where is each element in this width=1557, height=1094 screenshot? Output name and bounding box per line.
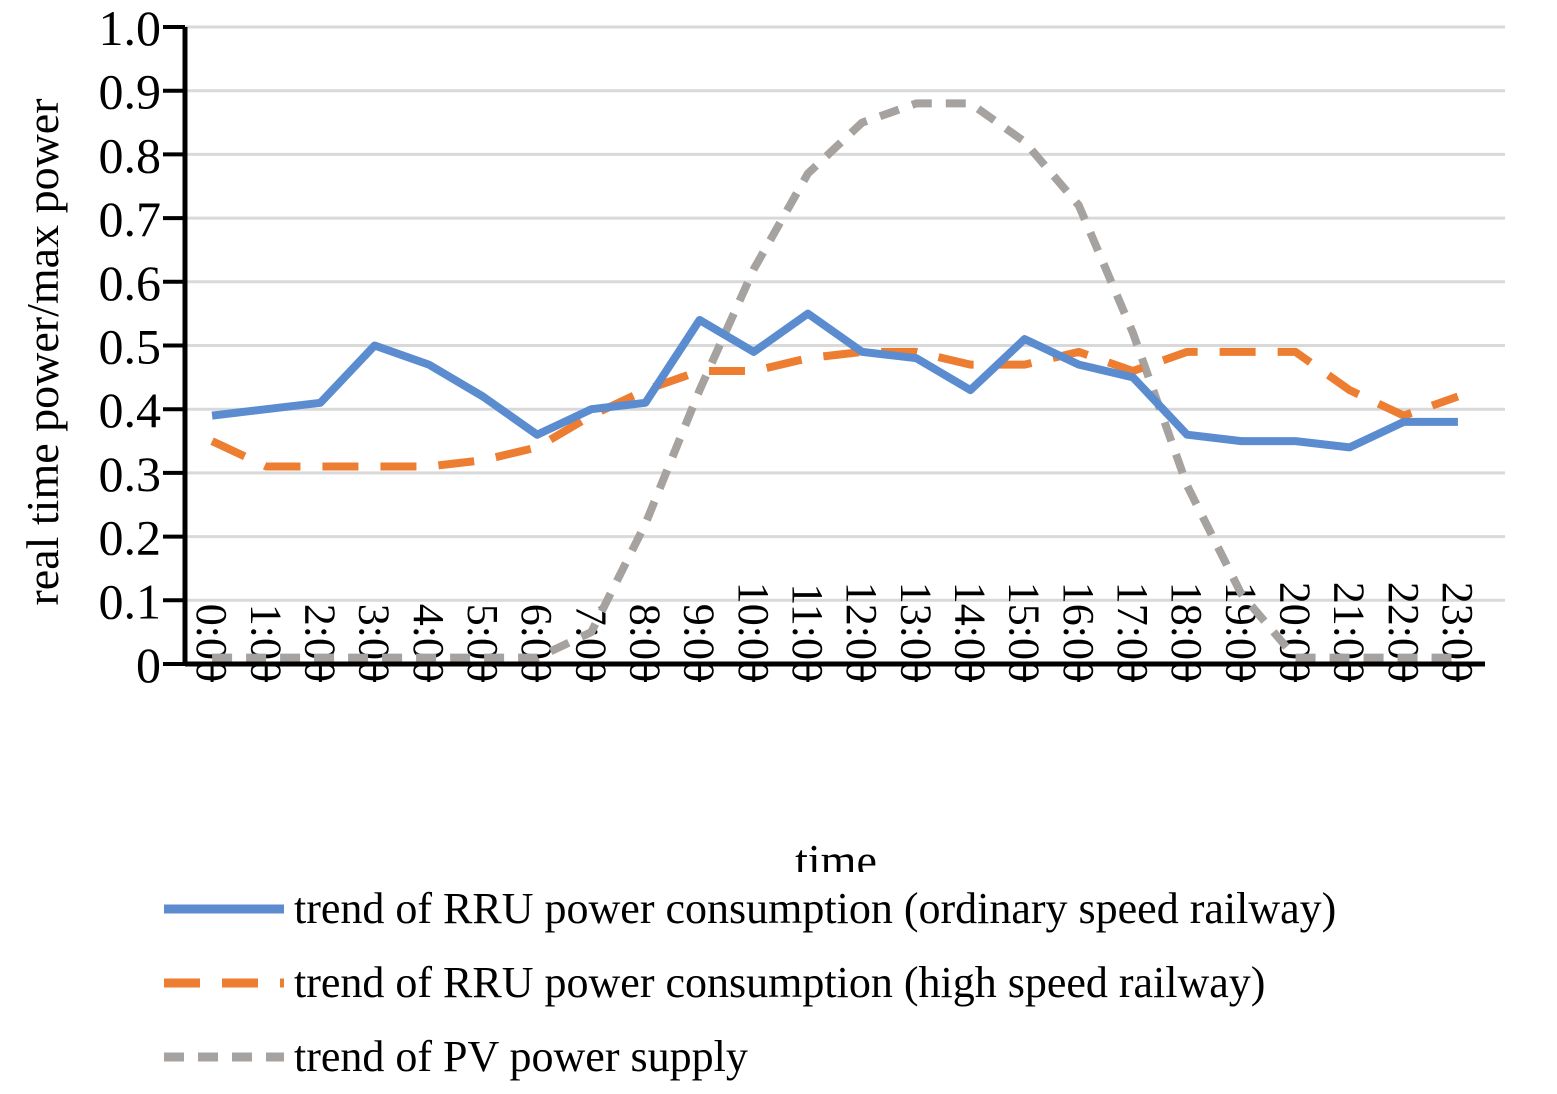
legend-item: trend of RRU power consumption (ordinary… (160, 872, 1336, 946)
legend-item: trend of RRU power consumption (high spe… (160, 946, 1336, 1020)
x-tick-label: 17:00 (1108, 582, 1157, 682)
data-series (210, 99, 1460, 662)
x-tick-label: 4:00 (404, 604, 453, 682)
x-tick-label: 13:00 (891, 582, 940, 682)
y-tick-label: 0.2 (99, 510, 162, 566)
y-tick-label: 0.5 (99, 319, 162, 375)
x-tick-label: 3:00 (350, 604, 399, 682)
x-tick-label: 16:00 (1054, 582, 1103, 682)
y-tick-label: 0.4 (99, 382, 162, 438)
gridlines (185, 25, 1505, 602)
legend-label: trend of RRU power consumption (ordinary… (294, 884, 1337, 933)
series-line-3 (212, 99, 1458, 662)
x-tick-label: 15:00 (1000, 582, 1049, 682)
x-tick-label: 19:00 (1216, 582, 1265, 682)
y-axis-title: real time power/max power (17, 98, 68, 605)
y-tick-label: 0.3 (99, 446, 162, 502)
x-tick-label: 7:00 (566, 604, 615, 682)
x-tick-label: 23:00 (1433, 582, 1482, 682)
y-tick-label: 0.6 (99, 255, 162, 311)
legend-label: trend of RRU power consumption (high spe… (294, 958, 1266, 1007)
legend-swatch (164, 978, 284, 988)
y-tick-label: 1.0 (99, 0, 162, 56)
x-tick-label: 9:00 (675, 604, 724, 682)
x-tick-label: 8:00 (620, 604, 669, 682)
x-tick-label: 12:00 (837, 582, 886, 682)
series-line-1 (211, 309, 1458, 452)
x-tick-label: 6:00 (512, 604, 561, 682)
legend-label: trend of PV power supply (294, 1032, 748, 1081)
y-tick-label: 0.7 (99, 191, 162, 247)
legend-swatch (164, 904, 284, 914)
x-tick-label: 2:00 (295, 604, 344, 682)
x-tick-label: 22:00 (1379, 582, 1428, 682)
y-tick-label: 0.1 (99, 573, 162, 629)
x-tick-label: 5:00 (458, 604, 507, 682)
legend-item: trend of PV power supply (160, 1020, 1336, 1094)
x-tick-label: 14:00 (945, 582, 994, 682)
x-tick-label: 18:00 (1162, 582, 1211, 682)
axes (182, 27, 1485, 667)
y-axis-ticks: 0 0.1 0.2 0.3 0.4 0.5 0.6 0.7 0.8 0.9 1.0 (99, 0, 185, 693)
legend: trend of RRU power consumption (ordinary… (160, 872, 1336, 1094)
series-line-2 (210, 347, 1460, 471)
x-axis-ticks: 0:00 1:00 2:00 3:00 4:00 5:00 6:00 7:00 8:00 9:00… (187, 582, 1482, 682)
x-tick-label: 11:00 (783, 583, 832, 682)
y-tick-label: 0.8 (99, 127, 162, 183)
line-chart: 0 0.1 0.2 0.3 0.4 0.5 0.6 0.7 0.8 0.9 1.0 0:00 1:00… (17, 0, 1505, 872)
y-tick-label: 0 (136, 637, 161, 693)
x-axis-title: time (795, 835, 877, 872)
legend-swatch (164, 1052, 284, 1062)
x-tick-label: 10:00 (729, 582, 778, 682)
y-tick-label: 0.9 (99, 64, 162, 120)
x-tick-label: 0:00 (187, 604, 236, 682)
x-tick-label: 21:00 (1325, 582, 1374, 682)
x-tick-label: 1:00 (241, 604, 290, 682)
